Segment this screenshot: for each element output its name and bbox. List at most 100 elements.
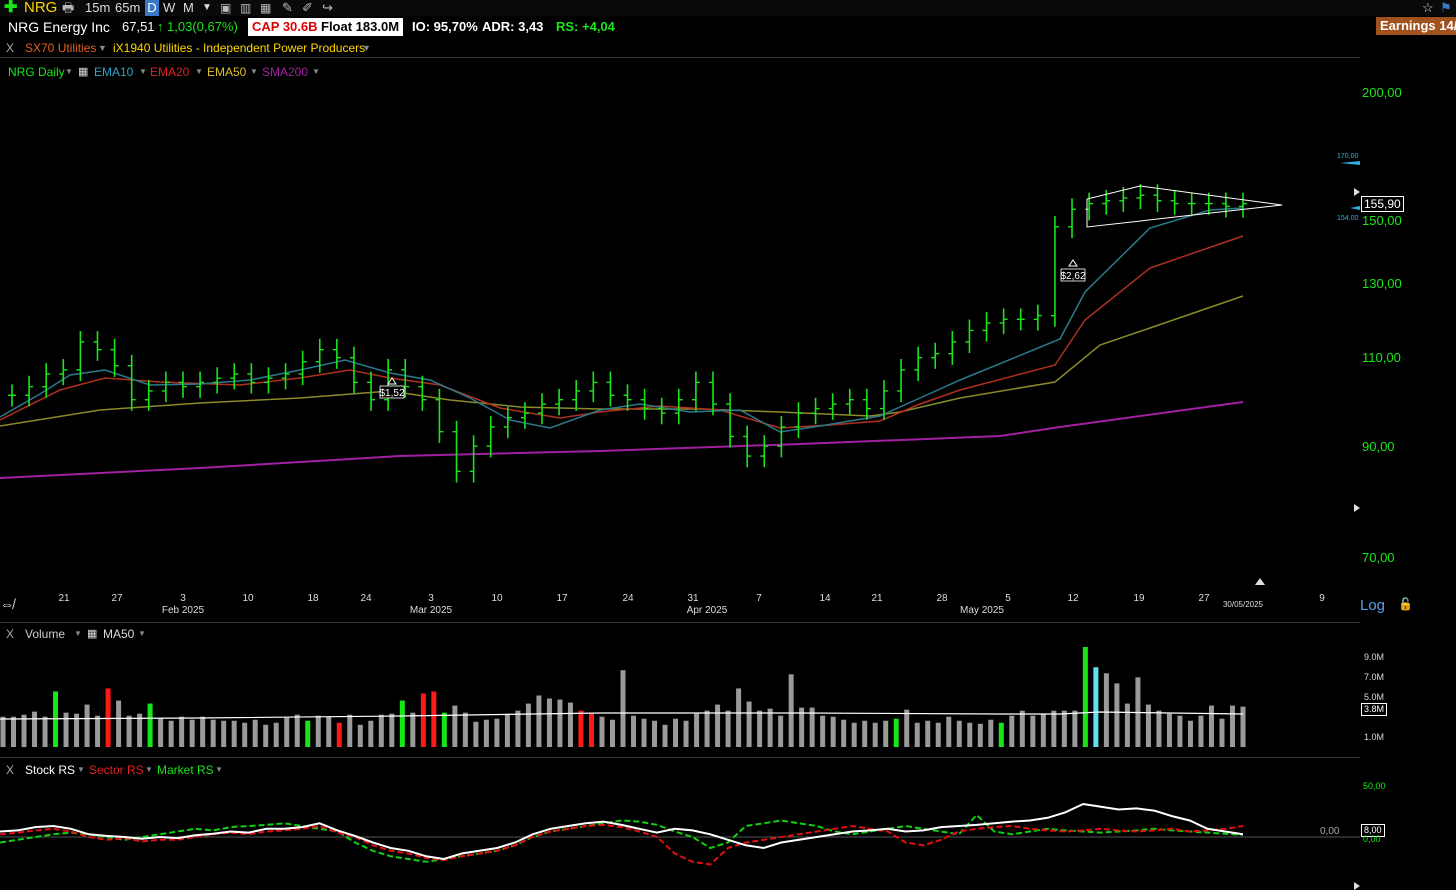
timeframe-daily[interactable]: D <box>145 0 159 16</box>
industry-label[interactable]: iX1940 Utilities - Independent Power Pro… <box>113 41 366 55</box>
dividend-marker-1 <box>387 377 397 385</box>
ma-dropdown-icon[interactable]: ▼ <box>138 629 146 638</box>
price-bar <box>93 331 102 361</box>
price-bar <box>76 331 85 382</box>
price-bar <box>127 354 136 411</box>
volume-close-button[interactable]: X <box>6 627 15 641</box>
volume-bar <box>1240 706 1246 747</box>
pane-separator-2[interactable] <box>0 757 1360 758</box>
volume-bar <box>336 722 342 747</box>
date-tick-label: 31 <box>687 593 699 604</box>
share-icon[interactable]: ↪ <box>322 0 333 15</box>
volume-chart[interactable] <box>0 640 1360 756</box>
volume-bar <box>294 714 300 747</box>
vol-label-7m: 7.0M <box>1364 672 1385 682</box>
annotate-icon[interactable]: ✐ <box>302 0 313 15</box>
legend-sma200[interactable]: SMA200 <box>262 65 309 79</box>
legend-ema20[interactable]: EMA20 <box>150 65 190 79</box>
volume-bar <box>546 698 552 747</box>
price-bar <box>760 435 769 468</box>
market-rs-dropdown-icon[interactable]: ▼ <box>215 765 223 774</box>
volume-bar <box>935 722 941 747</box>
volume-bar <box>652 720 658 747</box>
tc-icon[interactable]: ▣ <box>220 1 232 15</box>
earnings-badge[interactable]: Earnings 14/ <box>1376 17 1456 35</box>
timeframe-65m[interactable]: 65m <box>115 0 141 15</box>
print-icon[interactable]: 🖶 <box>62 0 75 15</box>
price-bars <box>8 184 1247 483</box>
timeframe-weekly[interactable]: W <box>163 0 176 15</box>
price-bar <box>110 338 119 377</box>
volume-bar <box>525 703 531 747</box>
price-bar <box>384 358 393 411</box>
price-bar <box>161 371 170 403</box>
right-edge-marker-1 <box>1354 188 1360 196</box>
indicators-icon[interactable]: ▦ <box>260 1 272 15</box>
rs-close-button[interactable]: X <box>6 763 15 777</box>
pane-separator-1[interactable] <box>0 622 1360 623</box>
legend-ema50[interactable]: EMA50 <box>207 65 247 79</box>
sma200-dropdown-icon[interactable]: ▼ <box>312 67 320 76</box>
price-bar <box>1153 184 1162 212</box>
timeframe-monthly[interactable]: M <box>183 0 194 15</box>
volume-dropdown-icon[interactable]: ▼ <box>74 629 82 638</box>
lock-icon[interactable]: 🔓 <box>1398 597 1413 611</box>
rs-stock-label[interactable]: Stock RS <box>25 763 76 777</box>
ema50-dropdown-icon[interactable]: ▼ <box>250 67 258 76</box>
volume-legend: X Volume ▼ ▦ MA50 ▼ <box>0 626 200 642</box>
volume-title[interactable]: Volume <box>25 627 66 641</box>
log-scale-toggle[interactable]: Log <box>1360 597 1386 614</box>
ema10-dropdown-icon[interactable]: ▼ <box>139 67 147 76</box>
legend-ema10[interactable]: EMA10 <box>94 65 134 79</box>
draw-icon[interactable]: ✎ <box>282 0 293 15</box>
vol-ma-tag: 3.8M <box>1361 703 1388 716</box>
sector-rs-dropdown-icon[interactable]: ▼ <box>145 765 153 774</box>
price-bar <box>999 308 1008 335</box>
volume-bar <box>588 713 594 747</box>
volume-bar <box>809 707 815 747</box>
sector-dropdown-icon[interactable]: ▼ <box>98 43 107 53</box>
volume-grid-icon[interactable]: ▦ <box>87 628 98 640</box>
price-bar <box>589 371 598 403</box>
sector-label[interactable]: SX70 Utilities <box>25 41 97 55</box>
stock-rs-dropdown-icon[interactable]: ▼ <box>77 765 85 774</box>
price-bar <box>931 342 940 369</box>
price-bar <box>469 435 478 483</box>
rs-sector-label[interactable]: Sector RS <box>89 763 144 777</box>
series-dropdown-icon[interactable]: ▼ <box>65 67 73 76</box>
rs-chart[interactable] <box>0 760 1360 890</box>
price-bar <box>897 358 906 403</box>
ema20-dropdown-icon[interactable]: ▼ <box>195 67 203 76</box>
volume-ma-label[interactable]: MA50 <box>103 627 135 641</box>
favorite-star-icon[interactable]: ☆ <box>1422 0 1434 15</box>
legend-series-name[interactable]: NRG Daily <box>8 65 65 79</box>
price-bar <box>520 402 529 429</box>
volume-bar <box>74 713 80 747</box>
indicator-grid-icon[interactable]: ▦ <box>78 66 89 78</box>
flag-icon[interactable]: ⚑ <box>1440 0 1452 15</box>
symbol-input[interactable]: NRG <box>24 0 58 16</box>
date-tick-label: 19 <box>1133 593 1145 604</box>
volume-bar <box>946 716 952 747</box>
volume-bar <box>609 719 615 747</box>
price-bar <box>315 338 324 373</box>
bar-style-icon[interactable]: ▥ <box>240 1 252 15</box>
volume-bar <box>231 720 237 747</box>
price-bar <box>8 384 16 407</box>
volume-bar <box>914 722 920 747</box>
price-bar <box>948 331 957 365</box>
volume-bar <box>1145 704 1151 747</box>
timeframe-dropdown-icon[interactable]: ▼ <box>202 2 212 13</box>
sector-close-button[interactable]: X <box>6 41 15 55</box>
volume-bar <box>820 715 826 747</box>
timeframe-15m[interactable]: 15m <box>85 0 111 15</box>
price-chart[interactable]: $1,52 $2,62 <box>0 60 1456 620</box>
rs-market-label[interactable]: Market RS <box>157 763 214 777</box>
volume-bar <box>179 716 185 747</box>
price-bar <box>879 380 888 420</box>
add-symbol-icon[interactable]: ✚ <box>4 0 18 16</box>
industry-dropdown-icon[interactable]: ▼ <box>362 43 371 53</box>
scroll-both-icon[interactable]: ⇎ <box>0 596 14 612</box>
month-feb: Feb 2025 <box>162 605 205 616</box>
volume-bar <box>694 713 700 747</box>
